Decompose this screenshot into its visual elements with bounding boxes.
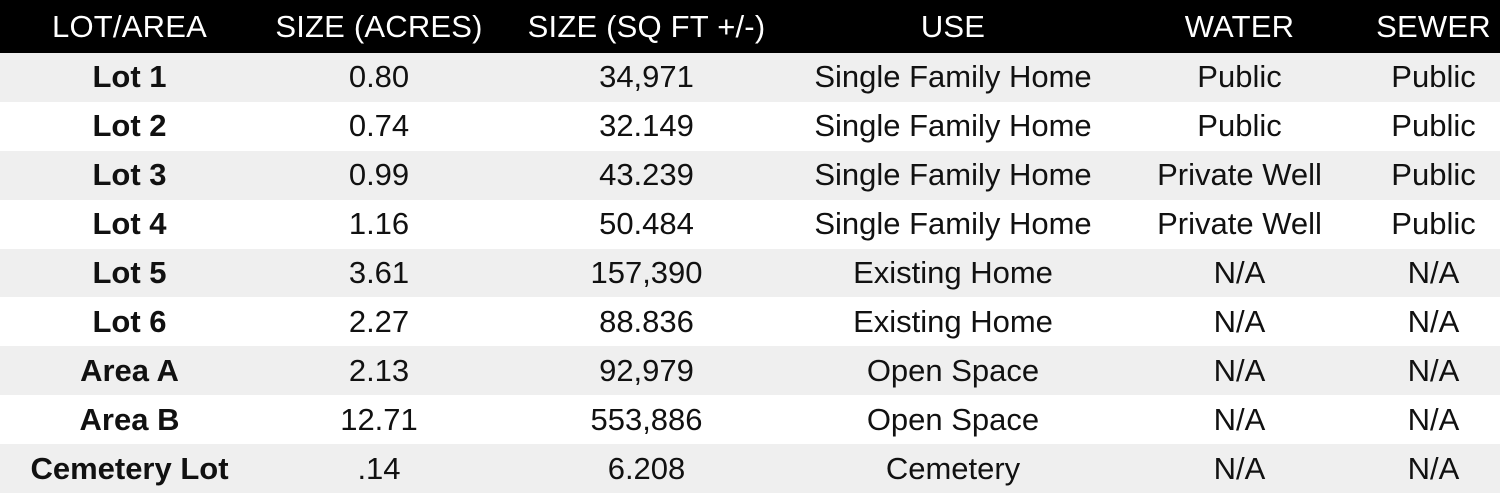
lot-area-cell: Lot 6 [92,303,167,339]
water-cell: N/A [1213,303,1266,339]
table-row: Area B 12.71 553,886 Open Space N/A N/A [0,395,1500,445]
table-row: Lot 3 0.99 43.239 Single Family Home Pri… [0,150,1500,200]
lot-area-cell: Lot 1 [92,59,167,95]
sewer-cell: N/A [1407,450,1460,486]
table-row: Lot 4 1.16 50.484 Single Family Home Pri… [0,199,1500,249]
water-cell: N/A [1213,450,1266,486]
size-sq-ft-cell: 92,979 [599,352,694,388]
use-cell: Single Family Home [814,108,1092,144]
sewer-cell: Public [1391,59,1476,95]
water-cell: Public [1197,59,1282,95]
size-acres-cell: 0.99 [348,157,410,193]
size-acres-cell: 0.80 [348,59,410,95]
use-cell: Open Space [866,352,1040,388]
size-sq-ft-cell: 34,971 [599,59,694,95]
table-row: Lot 2 0.74 32.149 Single Family Home Pub… [0,101,1500,151]
sewer-cell: N/A [1407,255,1460,290]
table-row: Lot 6 2.27 88.836 Existing Home N/A N/A [0,297,1500,347]
table-header: LOT/AREA SIZE (ACRES) SIZE (SQ FT +/-) U… [0,0,1500,53]
size-sq-ft-cell: 43.239 [599,157,694,193]
header-size-sq-ft: SIZE (SQ FT +/-) [527,8,766,44]
use-cell: Existing Home [853,255,1053,290]
table-row: Area A 2.13 92,979 Open Space N/A N/A [0,346,1500,396]
water-cell: N/A [1213,352,1266,388]
size-acres-cell: 2.13 [348,352,410,388]
sewer-cell: Public [1391,157,1476,193]
water-cell: N/A [1213,255,1266,290]
header-sewer: SEWER [1376,8,1491,44]
sewer-cell: N/A [1407,303,1460,339]
lot-area-cell: Lot 2 [92,108,167,144]
size-sq-ft-cell: 6.208 [607,450,686,486]
size-sq-ft-cell: 50.484 [599,206,694,242]
size-acres-cell: 0.74 [348,108,410,144]
header-lot-area: LOT/AREA [52,8,207,44]
size-acres-cell: 1.16 [348,206,410,242]
use-cell: Single Family Home [814,157,1092,193]
lot-area-cell: Lot 3 [92,157,167,193]
lot-area-cell: Lot 4 [92,206,167,242]
table-row: Lot 1 0.80 34,971 Single Family Home Pub… [0,53,1500,102]
use-cell: Open Space [866,401,1040,437]
use-cell: Single Family Home [814,206,1092,242]
size-sq-ft-cell: 88.836 [599,303,694,339]
sewer-cell: N/A [1407,352,1460,388]
table-row: Cemetery Lot .14 6.208 Cemetery N/A N/A [0,444,1500,494]
lot-area-cell: Cemetery Lot [30,450,229,486]
lot-area-cell: Lot 5 [92,255,167,290]
lot-area-cell: Area B [79,401,180,437]
use-cell: Single Family Home [814,59,1092,95]
size-acres-cell: 12.71 [340,401,418,437]
header-size-acres: SIZE (ACRES) [275,8,483,44]
sewer-cell: N/A [1407,401,1460,437]
size-acres-cell: 2.27 [348,303,410,339]
water-cell: Public [1197,108,1282,144]
header-use: USE [920,8,986,44]
use-cell: Existing Home [853,303,1053,339]
water-cell: Private Well [1157,206,1322,242]
size-acres-cell: .14 [357,450,401,486]
size-acres-cell: 3.61 [348,255,410,290]
table-body: Lot 1 0.80 34,971 Single Family Home Pub… [0,53,1500,494]
water-cell: Private Well [1157,157,1322,193]
sewer-cell: Public [1391,206,1476,242]
sewer-cell: Public [1391,108,1476,144]
lot-area-cell: Area A [80,352,179,388]
header-water: WATER [1184,8,1295,44]
size-sq-ft-cell: 157,390 [590,255,703,290]
table-row: Lot 5 3.61 157,390 Existing Home N/A N/A [0,248,1500,298]
water-cell: N/A [1213,401,1266,437]
size-sq-ft-cell: 553,886 [590,401,703,437]
header-row: LOT/AREA SIZE (ACRES) SIZE (SQ FT +/-) U… [0,0,1500,53]
use-cell: Cemetery [885,450,1021,486]
size-sq-ft-cell: 32.149 [599,108,694,144]
